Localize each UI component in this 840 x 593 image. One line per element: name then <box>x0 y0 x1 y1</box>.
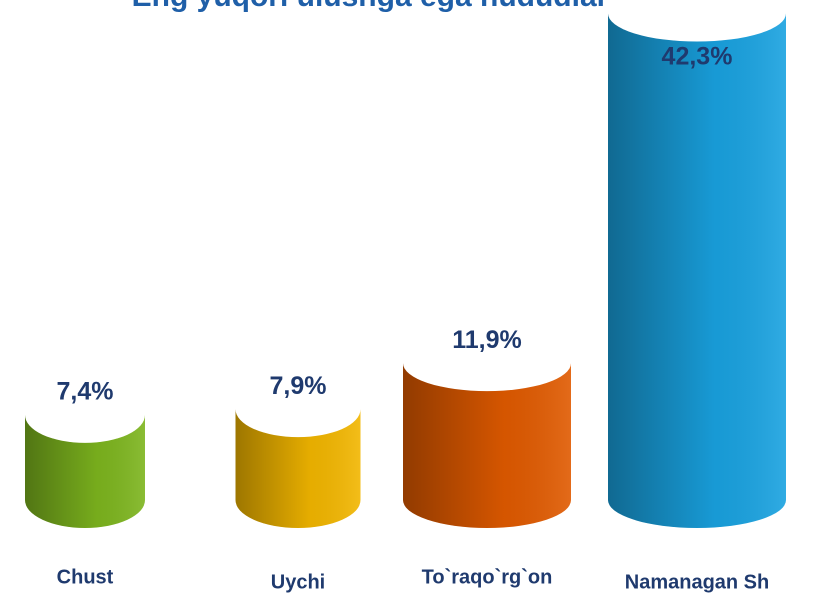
value-label: 7,4% <box>57 378 114 406</box>
x-tick-label: Namanagan Sh <box>625 571 769 593</box>
x-tick-label: Chust <box>57 566 114 588</box>
x-tick-label: To`raqo`rg`on <box>422 566 553 588</box>
cylinder-shade <box>403 363 571 528</box>
value-label: 7,9% <box>270 372 327 400</box>
cylinder-top <box>25 386 145 443</box>
cylinder-top <box>608 0 786 42</box>
value-label: 11,9% <box>452 326 522 354</box>
cylinder-shade <box>25 414 145 528</box>
chart-title: Eng yuqori ulushga ega hududlar <box>132 0 609 13</box>
cylinder-top <box>235 381 361 438</box>
cylinder-shade <box>235 409 361 528</box>
value-label: 42,3% <box>662 43 733 71</box>
cylinder-top <box>403 335 571 392</box>
cylinder-shade <box>608 13 786 529</box>
x-tick-label: Uychi <box>271 571 325 593</box>
